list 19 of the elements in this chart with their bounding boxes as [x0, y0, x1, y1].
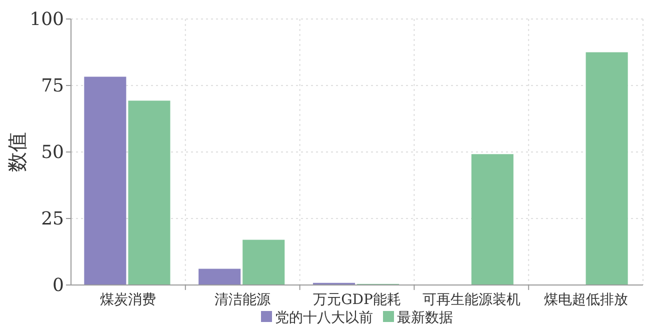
legend-label: 最新数据 — [397, 310, 453, 326]
x-tick-label: 清洁能源 — [214, 292, 271, 308]
bar — [128, 100, 170, 285]
y-tick-label: 50 — [41, 142, 64, 163]
x-tick-label: 煤电超低排放 — [544, 292, 628, 308]
y-tick-label: 25 — [41, 208, 64, 230]
legend-label: 党的十八大以前 — [275, 310, 373, 326]
y-axis-title: 数值 — [5, 132, 29, 172]
y-tick-label: 75 — [41, 76, 64, 96]
x-tick-label: 可再生能源装机 — [422, 292, 520, 308]
x-tick-label: 万元GDP能耗 — [313, 292, 401, 308]
bar — [471, 154, 514, 285]
bar — [586, 52, 628, 285]
y-tick-label: 0 — [52, 275, 64, 296]
x-tick-label: 煤炭消费 — [100, 292, 156, 308]
bar — [84, 76, 126, 285]
bar — [198, 268, 241, 285]
y-tick-label: 100 — [30, 9, 64, 30]
bar — [242, 240, 285, 285]
